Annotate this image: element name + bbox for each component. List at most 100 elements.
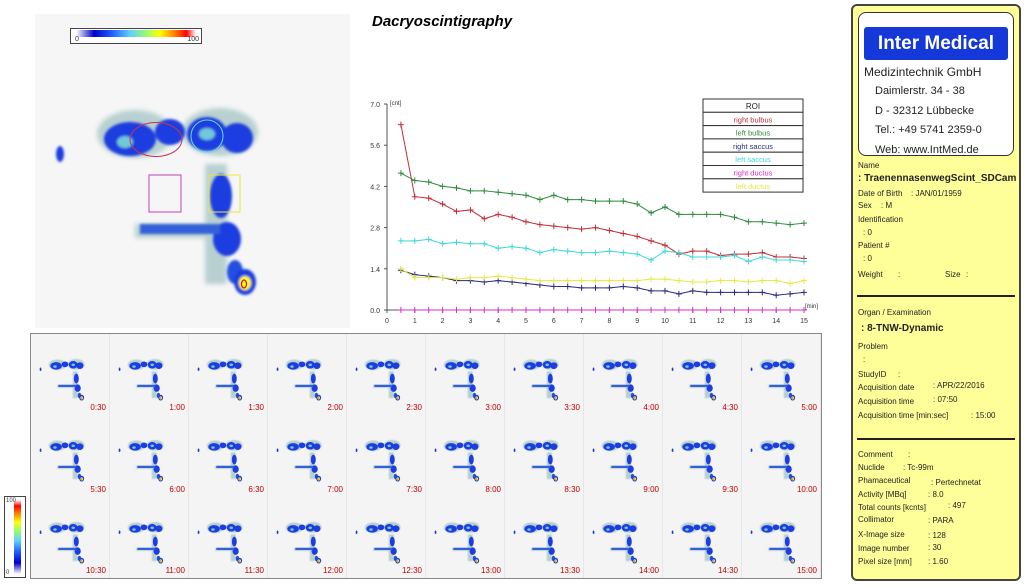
data-point <box>411 237 418 244</box>
y-tick-label: 7.0 <box>370 102 380 109</box>
frame-thumbnail[interactable]: 10:00 <box>742 415 821 497</box>
data-point <box>578 249 585 256</box>
frame-thumbnail[interactable]: 3:00 <box>426 334 505 416</box>
data-point <box>634 277 641 284</box>
data-point <box>717 307 724 313</box>
frame-thumbnail[interactable]: 9:00 <box>584 415 663 497</box>
id-value: : 0 <box>863 228 872 237</box>
name-label: Name <box>858 161 880 170</box>
frame-thumbnail[interactable]: 2:30 <box>347 334 426 416</box>
data-point <box>564 283 571 290</box>
data-point <box>745 289 752 296</box>
data-point <box>523 245 529 252</box>
data-point <box>536 196 543 203</box>
frame-thumbnail[interactable]: 3:30 <box>505 334 584 416</box>
frame-thumbnail[interactable]: 13:00 <box>426 496 505 578</box>
data-point <box>564 307 571 313</box>
legend-label: left saccus <box>735 155 771 164</box>
frame-thumbnail[interactable]: 14:30 <box>663 496 742 578</box>
roi-left-ductus[interactable] <box>208 174 241 213</box>
roi-right-ductus[interactable] <box>148 174 182 213</box>
problem-value: : <box>863 355 866 364</box>
data-point <box>662 287 668 294</box>
y-tick-label: 0.0 <box>370 308 380 315</box>
frame-image <box>509 501 579 571</box>
frame-thumbnail[interactable]: 1:00 <box>110 334 189 416</box>
data-point <box>662 276 668 283</box>
scintigraphy-image[interactable]: 0 100 <box>35 14 350 328</box>
data-point <box>592 277 599 284</box>
frame-time: 2:00 <box>327 403 343 413</box>
id-label: Identification <box>858 215 903 224</box>
data-point <box>648 209 655 216</box>
frame-time: 12:00 <box>322 566 343 575</box>
frame-thumbnail[interactable]: 8:00 <box>426 415 505 497</box>
data-point <box>425 236 432 243</box>
data-point <box>731 307 738 313</box>
data-point <box>425 274 432 281</box>
frame-thumbnail[interactable]: 12:30 <box>347 496 426 578</box>
frame-thumbnail[interactable]: 4:30 <box>663 334 742 416</box>
frame-image <box>193 338 263 408</box>
frame-thumbnail[interactable]: 1:30 <box>189 334 268 416</box>
data-point <box>578 284 585 291</box>
frame-image <box>114 501 184 571</box>
data-point <box>620 307 627 313</box>
frame-thumbnail[interactable]: 4:00 <box>584 334 663 416</box>
acqdate-label: Acquisition date <box>858 383 915 392</box>
data-point <box>495 245 502 252</box>
counts-label: Total counts [kcnts] <box>858 503 927 512</box>
frame-thumbnail[interactable]: 15:00 <box>742 496 821 578</box>
data-point <box>411 193 418 200</box>
frame-thumbnail[interactable]: 5:00 <box>742 334 821 416</box>
frame-thumbnail[interactable]: 8:30 <box>505 415 584 497</box>
frame-thumbnail[interactable]: 2:00 <box>268 334 347 416</box>
roi-left-saccus[interactable] <box>190 119 224 153</box>
data-point <box>592 198 599 205</box>
data-point <box>634 307 641 313</box>
data-point <box>731 277 738 284</box>
data-point <box>550 192 557 199</box>
legend-label: right saccus <box>733 142 773 151</box>
frame-thumbnail[interactable]: 0:30 <box>31 334 110 416</box>
data-point <box>606 248 613 255</box>
frame-time: 7:00 <box>327 484 343 494</box>
data-point <box>634 233 641 240</box>
frame-thumbnail[interactable]: 7:30 <box>347 415 426 497</box>
sex-value: : M <box>881 201 893 210</box>
frame-thumbnail[interactable]: 6:30 <box>189 415 268 497</box>
data-point <box>703 211 710 218</box>
frame-time: 9:30 <box>722 484 738 494</box>
data-point <box>397 265 404 272</box>
frame-thumbnail[interactable]: 12:00 <box>268 496 347 578</box>
frame-thumbnail[interactable]: 10:30 <box>31 496 110 578</box>
data-point <box>397 237 404 244</box>
frame-thumbnail[interactable]: 9:30 <box>663 415 742 497</box>
frame-thumbnail[interactable]: 6:00 <box>110 415 189 497</box>
frame-image <box>588 338 658 408</box>
frame-image <box>193 501 263 571</box>
data-point <box>481 240 488 247</box>
data-point <box>801 307 807 313</box>
frame-time: 10:30 <box>85 566 106 575</box>
data-point <box>675 277 682 284</box>
frame-thumbnail[interactable]: 11:30 <box>189 496 268 578</box>
study-value: : <box>898 370 901 379</box>
x-tick-label: 14 <box>772 318 780 325</box>
frame-image <box>430 338 500 408</box>
data-point <box>495 189 502 196</box>
x-tick-label: 9 <box>635 318 639 325</box>
frame-thumbnail[interactable]: 11:00 <box>110 496 189 578</box>
data-point <box>773 292 780 299</box>
data-point <box>620 198 627 205</box>
frame-thumbnail[interactable]: 14:00 <box>584 496 663 578</box>
roi-right-bulbus[interactable] <box>129 122 183 157</box>
data-point <box>773 256 780 263</box>
frame-thumbnail[interactable]: 7:00 <box>268 415 347 497</box>
frame-thumbnail[interactable]: 5:30 <box>31 415 110 497</box>
small-colorbar: 100 0 <box>4 496 26 578</box>
data-point <box>731 214 738 221</box>
data-point <box>411 307 418 313</box>
frame-thumbnail[interactable]: 13:30 <box>505 496 584 578</box>
small-colorbar-max: 100 <box>6 498 17 504</box>
